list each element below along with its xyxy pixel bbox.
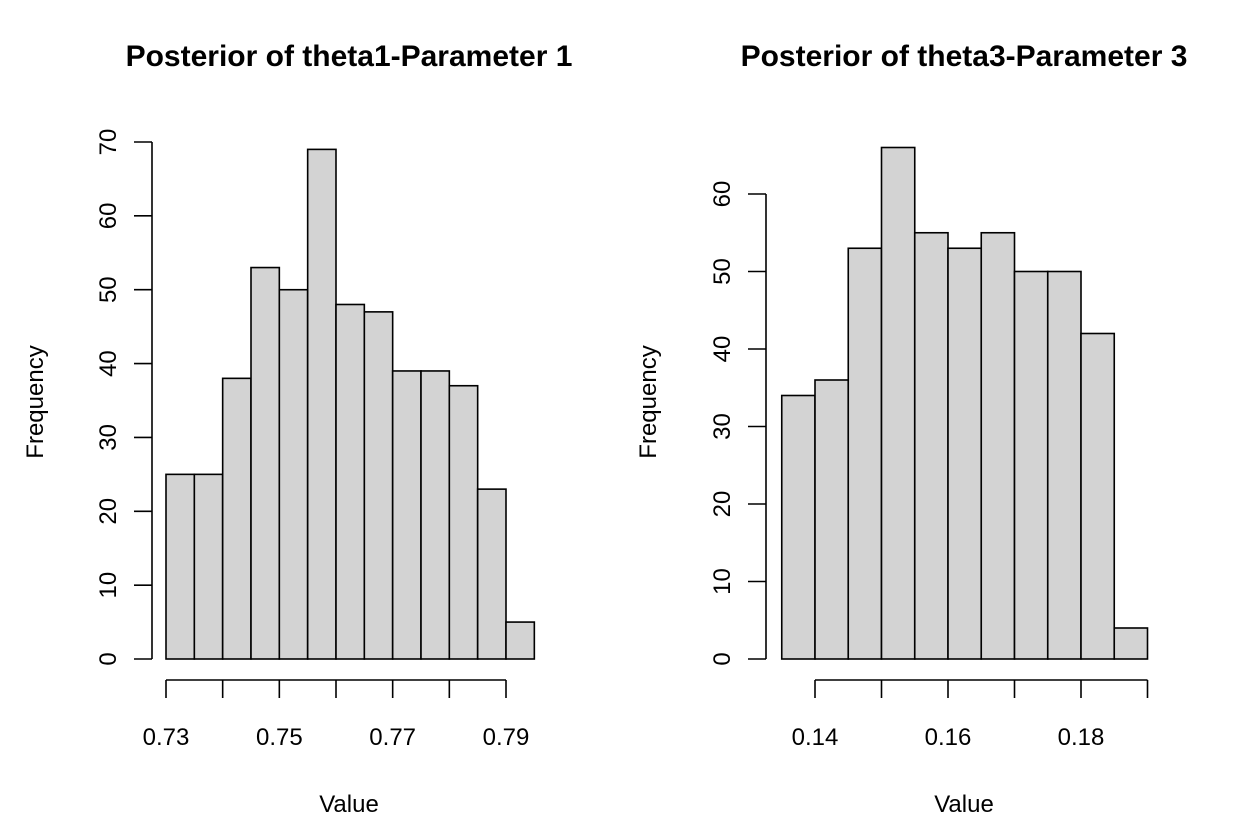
y-tick-label: 20 <box>95 498 122 525</box>
histogram-bar <box>476 488 507 660</box>
y-axis: 0 10 20 30 40 50 60 70 <box>95 129 153 666</box>
y-tick-label: 10 <box>709 568 736 595</box>
y-tick-label: 60 <box>95 203 122 230</box>
histogram-bar <box>278 288 309 660</box>
histogram-bar <box>391 370 422 660</box>
histogram-bar <box>1113 627 1149 660</box>
y-tick-label: 0 <box>709 652 736 665</box>
histogram-bar <box>306 148 337 660</box>
x-tick-label: 0.14 <box>792 724 839 751</box>
chart-title: Posterior of theta1-Parameter 1 <box>126 40 573 73</box>
y-tick-label: 70 <box>95 129 122 156</box>
y-tick-label: 40 <box>709 336 736 363</box>
histogram-bar <box>221 377 252 660</box>
histogram-bar <box>980 231 1016 660</box>
bars <box>780 146 1149 660</box>
y-tick-label: 50 <box>95 276 122 303</box>
y-axis-label: Frequency <box>22 345 49 458</box>
histogram-bar <box>505 621 536 660</box>
bars <box>165 148 536 660</box>
x-tick-label: 0.16 <box>925 724 972 751</box>
x-axis-label: Value <box>934 791 994 818</box>
y-tick-label: 10 <box>95 572 122 599</box>
histogram-bar <box>420 370 451 660</box>
x-tick-label: 0.18 <box>1058 724 1105 751</box>
x-axis-label: Value <box>319 791 379 818</box>
y-tick-label: 20 <box>709 491 736 518</box>
histogram-bar <box>947 247 983 660</box>
histogram-bar <box>335 303 366 660</box>
y-tick-label: 0 <box>95 652 122 665</box>
histogram-bar <box>880 146 916 660</box>
x-tick-label: 0.79 <box>483 724 530 751</box>
chart-title: Posterior of theta3-Parameter 3 <box>741 40 1188 73</box>
histogram-bar <box>1013 270 1049 660</box>
histogram-bar <box>847 247 883 660</box>
x-tick-label: 0.75 <box>256 724 303 751</box>
y-tick-label: 30 <box>95 424 122 451</box>
x-tick-label: 0.73 <box>143 724 190 751</box>
y-tick-label: 60 <box>709 181 736 208</box>
histogram-bar <box>165 473 196 660</box>
x-axis: 0.73 0.75 0.77 0.79 <box>143 679 530 751</box>
panel-theta3: Posterior of theta3-Parameter 3 Value Fr… <box>635 40 1187 818</box>
histogram-bar <box>1080 332 1116 660</box>
y-tick-label: 30 <box>709 413 736 440</box>
histogram-bar <box>913 231 949 660</box>
y-axis: 0 10 20 30 40 50 60 <box>709 181 767 666</box>
y-tick-label: 40 <box>95 350 122 377</box>
histogram-bar <box>1046 270 1082 660</box>
y-tick-label: 50 <box>709 258 736 285</box>
histogram-bar <box>448 384 479 660</box>
histogram-bar <box>363 311 394 660</box>
histogram-bar <box>250 266 281 660</box>
x-axis: 0.14 0.16 0.18 <box>792 679 1149 751</box>
histogram-bar <box>814 379 850 660</box>
histogram-bar <box>780 394 816 660</box>
x-tick-label: 0.77 <box>369 724 416 751</box>
histogram-bar <box>193 473 224 660</box>
y-axis-label: Frequency <box>635 345 662 458</box>
panel-theta1: Posterior of theta1-Parameter 1 Value Fr… <box>22 40 572 818</box>
